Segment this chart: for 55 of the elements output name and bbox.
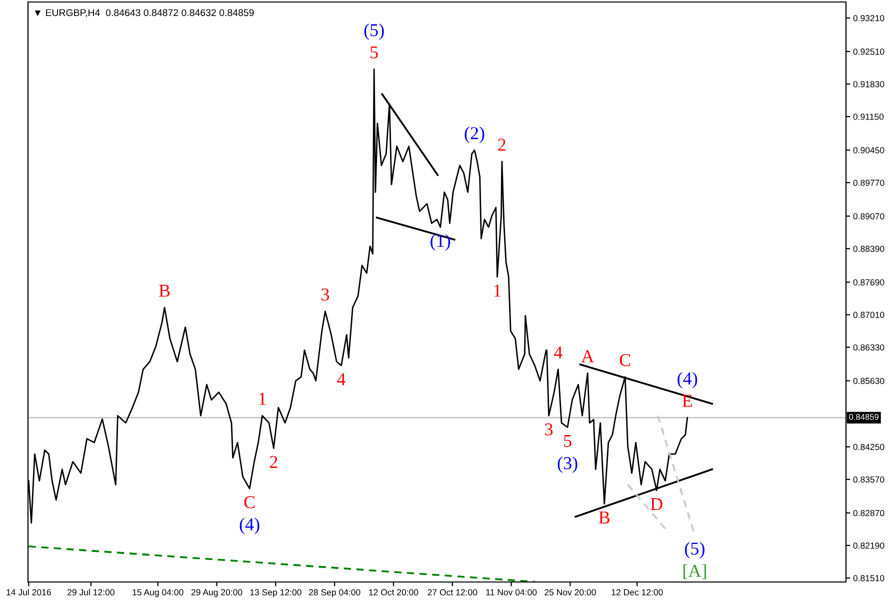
annotation: (1)	[430, 234, 450, 251]
y-tick-label: 0.91830	[853, 81, 884, 88]
annotation: 2	[498, 138, 506, 151]
annotation: 4	[337, 373, 346, 386]
x-tick-label: 12 Dec 12:00	[612, 589, 663, 596]
annotation: (5)	[684, 542, 704, 558]
annotation: 5	[370, 46, 378, 58]
annotation: 5	[564, 435, 572, 448]
annotation: 1	[494, 284, 501, 297]
y-tick-label: 0.86330	[853, 344, 884, 351]
y-tick-label: 0.91150	[853, 114, 884, 120]
y-tick-label: 0.87010	[853, 312, 884, 318]
text: ▼ EURGBP,H4 0.84643 0.84872 0.84632 0.84859	[34, 9, 254, 18]
y-tick-label: 0.90450	[853, 147, 884, 154]
annotation: 3	[545, 423, 553, 436]
y-tick-label: 0.92510	[853, 48, 884, 55]
annotation: 1	[259, 392, 266, 405]
annotation: A	[581, 350, 594, 362]
y-tick-label: 0.85630	[853, 378, 884, 384]
y-tick-label: 0.87690	[853, 279, 884, 286]
x-tick-label: 29 Aug 20:00	[191, 589, 242, 598]
x-tick-label: 14 Jul 2016	[6, 588, 51, 596]
x-tick-label: 15 Aug 04:00	[132, 589, 184, 598]
annotation: 4	[554, 346, 562, 358]
annotation: (4)	[678, 372, 698, 388]
y-tick-label: 0.88390	[853, 246, 884, 252]
annotation: (4)	[240, 518, 260, 534]
annotation: 2	[270, 456, 278, 468]
annotation: B	[159, 284, 170, 297]
y-tick-label: 0.89070	[853, 213, 884, 220]
x-tick-label: 29 Jul 12:00	[68, 588, 114, 596]
y-tick-label: 0.82870	[853, 510, 884, 516]
annotation: B	[598, 512, 610, 524]
y-tick-label: 0.89770	[853, 180, 884, 186]
y-tick-label: 0.81510	[853, 575, 884, 582]
annotation: C	[244, 496, 255, 508]
x-tick-label: 11 Nov 04:00	[486, 589, 537, 596]
y-tick-label: 0.82190	[853, 542, 884, 549]
annotation: (3)	[558, 456, 578, 473]
x-tick-label: 12 Oct 20:00	[369, 589, 418, 596]
x-tick-label: 13 Sep 12:00	[250, 589, 302, 598]
annotation: [A]	[684, 564, 706, 580]
annotation: C	[620, 354, 630, 366]
annotation: (5)	[364, 24, 384, 40]
annotation: 3	[322, 288, 330, 301]
annotation: (2)	[464, 126, 484, 143]
y-tick-label: 0.93210	[853, 15, 884, 22]
y-tick-label: 0.84250	[853, 444, 884, 450]
annotation: E	[682, 394, 692, 407]
x-tick-label: 25 Nov 20:00	[544, 589, 596, 596]
y-tick-label: 0.83570	[853, 476, 884, 483]
x-tick-label: 27 Oct 12:00	[428, 589, 478, 596]
annotation: D	[650, 498, 662, 510]
x-tick-label: 28 Sep 04:00	[308, 589, 360, 598]
ref-line-label: 0.84859	[849, 414, 879, 420]
